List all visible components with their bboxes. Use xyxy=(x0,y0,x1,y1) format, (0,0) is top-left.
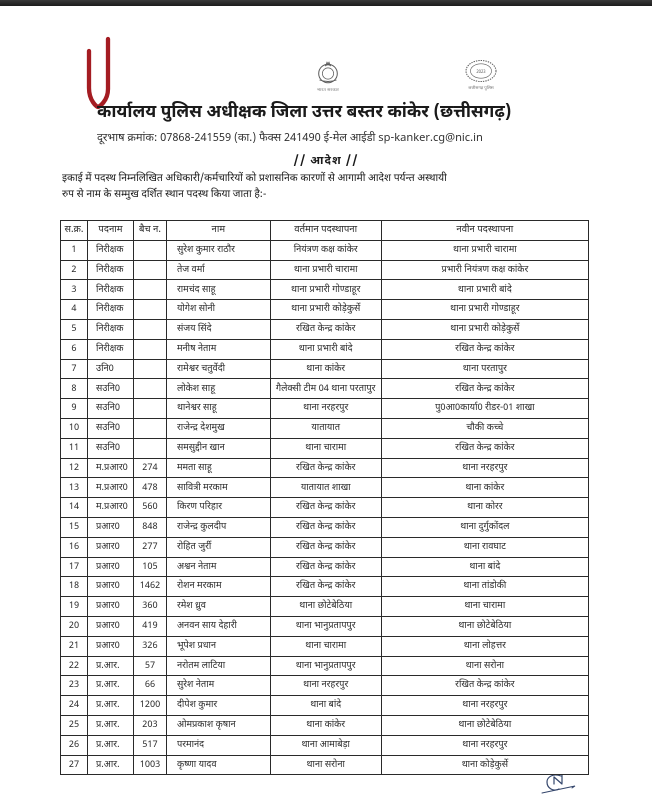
svg-text:2023: 2023 xyxy=(476,69,486,75)
